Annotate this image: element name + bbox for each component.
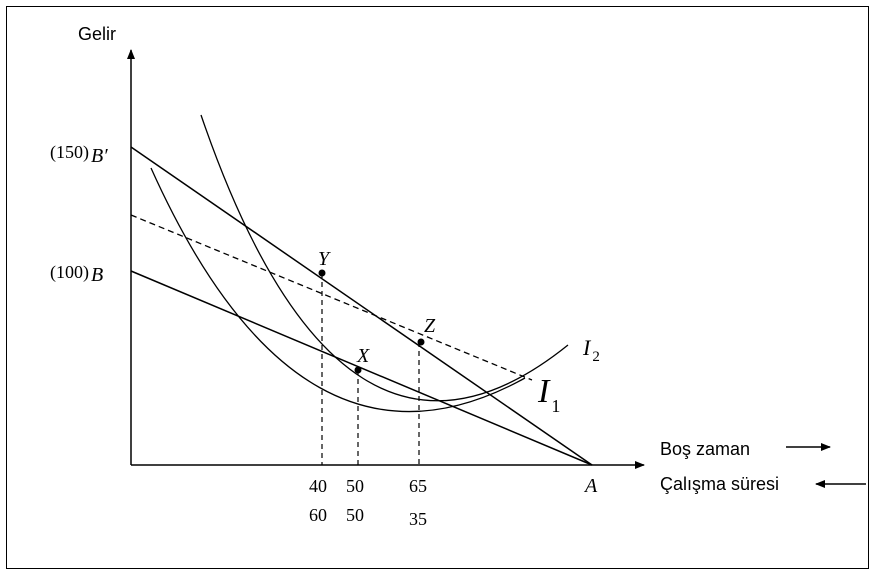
point-x-label: X — [356, 345, 370, 367]
point-y-label: Y — [318, 248, 331, 270]
point-a-label: A — [583, 475, 598, 497]
point-x — [354, 366, 362, 374]
point-y — [318, 269, 326, 277]
compensated-budget-line — [130, 214, 533, 381]
figure-frame — [6, 6, 869, 569]
leisure-label: Boş zaman — [660, 439, 750, 459]
point-z — [417, 338, 425, 346]
x-tick-65-top: 65 — [409, 476, 427, 496]
y-tick-b-prime: (150) B′ — [50, 142, 108, 167]
budget-line-original — [130, 270, 593, 466]
work-time-label: Çalışma süresi — [660, 474, 779, 494]
budget-line-new — [130, 146, 593, 466]
point-z-label: Z — [424, 315, 436, 337]
x-tick-40-top: 40 — [309, 476, 327, 496]
x-tick-50-bottom: 50 — [346, 505, 364, 525]
y-tick-b: (100) B — [50, 262, 103, 286]
y-axis-label: Gelir — [78, 24, 116, 44]
indifference-curve-i1 — [150, 167, 526, 413]
x-tick-50-top: 50 — [346, 476, 364, 496]
x-tick-65-bottom: 35 — [409, 509, 427, 529]
x-tick-40-bottom: 60 — [309, 505, 327, 525]
indifference-curve-i2 — [200, 114, 569, 402]
